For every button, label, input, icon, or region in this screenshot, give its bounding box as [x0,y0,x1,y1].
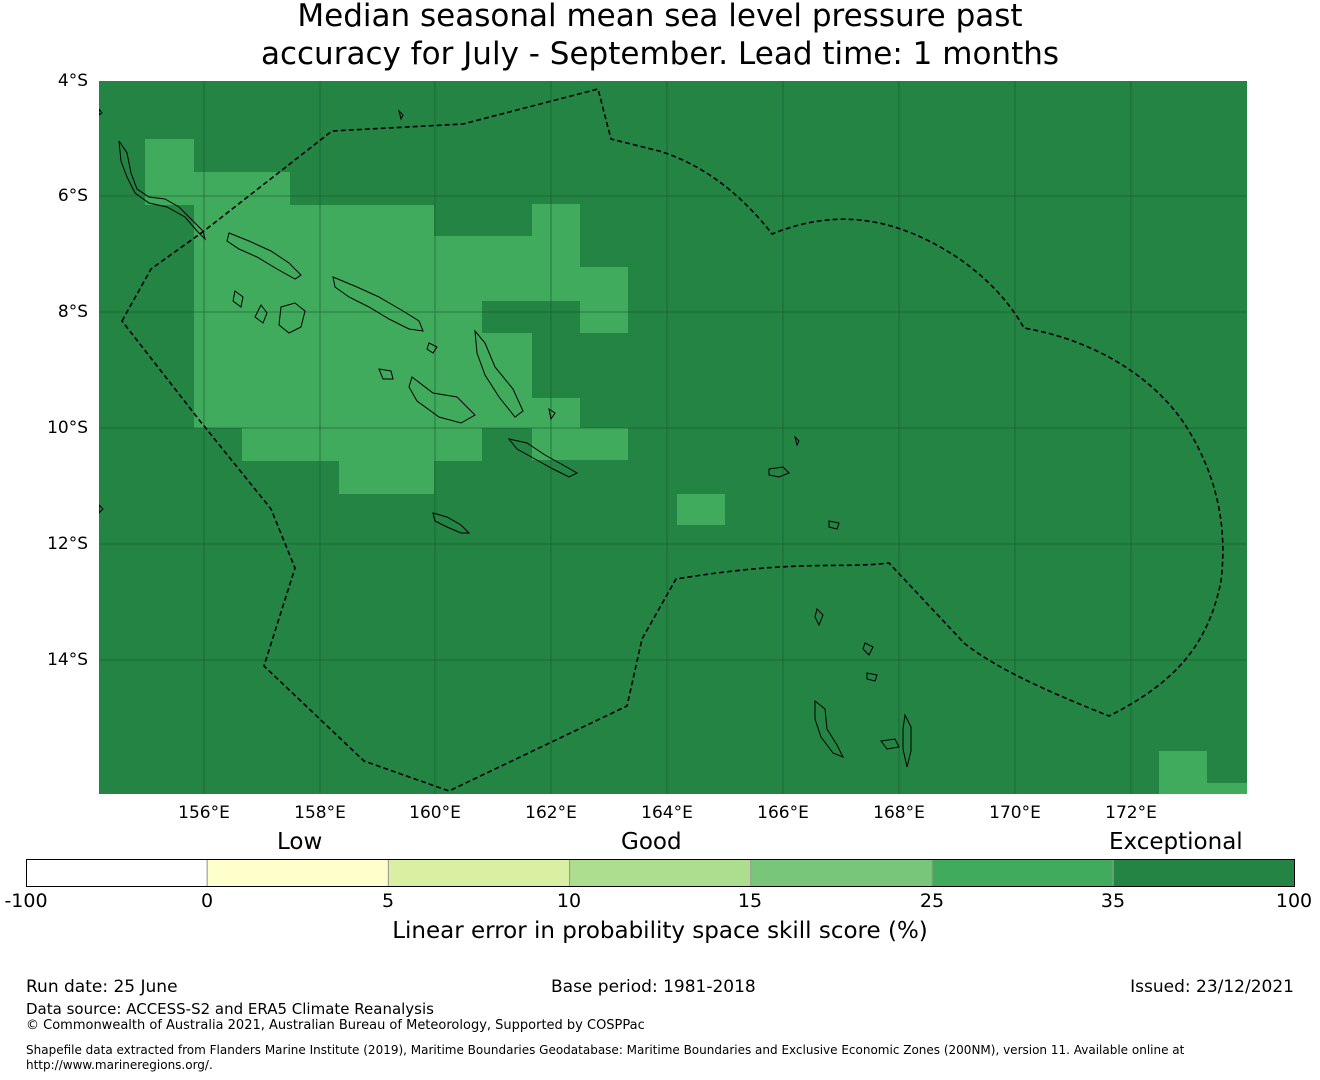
skill-band-25-35 [145,139,1247,794]
colorbar-category-low: Low [277,829,323,855]
colorbar-tick-35: 35 [1100,890,1126,912]
colorbar-bin-5-10 [387,859,571,887]
lon-label-160e: 160°E [409,803,461,823]
coastlines [99,108,912,768]
makira-coast [507,438,579,478]
colorbar-category-good: Good [621,829,682,855]
run-date: Run date: 25 June [26,977,178,997]
north-coast-island-2 [99,108,103,116]
colorbar-bin-25-35 [931,859,1114,887]
colorbar [26,859,1295,887]
ambae-coast [866,672,878,682]
new-georgia-coast [278,302,306,334]
small-island-2 [794,435,800,447]
chart-title-line-1: Median seasonal mean sea level pressure … [297,0,1023,34]
colorbar-tick-25: 25 [919,890,945,912]
espiritu-santo-coast [814,699,845,758]
lat-label-8s: 8°S [57,302,88,322]
isabel-coast [332,276,424,332]
lat-label-14s: 14°S [47,650,88,670]
colorbar-tick-10: 10 [556,890,582,912]
copyright-notice: © Commonwealth of Australia 2021, Austra… [26,1018,645,1033]
lon-label-158e: 158°E [294,803,346,823]
rennell-coast [432,512,471,534]
santa-cruz-coast [768,466,790,478]
graticule [99,81,1247,794]
lat-label-4s: 4°S [57,71,88,91]
base-period: Base period: 1981-2018 [551,977,756,997]
lon-label-168e: 168°E [873,803,925,823]
colorbar-bin-neg100-0 [26,859,208,887]
guadalcanal-coast [408,376,476,424]
lon-label-164e: 164°E [641,803,693,823]
maewo-coast [902,713,912,768]
west-coast-island [99,504,104,514]
colorbar-category-exceptional: Exceptional [1109,829,1243,855]
rendova-coast [254,304,268,324]
colorbar-tick-5: 5 [381,890,395,912]
colorbar-bin-10-15 [569,859,752,887]
florida-islands-coast [378,368,394,380]
colorbar-bin-15-25 [750,859,933,887]
lat-label-10s: 10°S [47,418,88,438]
colorbar-bin-35-100 [1112,859,1295,887]
russell-islands-coast [426,342,438,354]
colorbar-tick-neg100: -100 [4,890,48,912]
lon-label-172e: 172°E [1105,803,1157,823]
shapefile-credit: Shapefile data extracted from Flanders M… [26,1043,1185,1072]
eez-boundary [121,88,1224,792]
banks-coast [862,642,874,656]
data-source: Data source: ACCESS-S2 and ERA5 Climate … [26,1000,434,1018]
lon-label-166e: 166°E [757,803,809,823]
choiseul-coast [226,232,302,280]
vanikoro-coast [828,520,840,530]
torres-coast [814,608,824,627]
north-coast-island-1 [398,109,404,121]
vella-lavella-coast [232,290,244,308]
colorbar-tick-0: 0 [200,890,214,912]
malekula-coast [880,738,900,750]
colorbar-tick-100: 100 [1275,890,1313,912]
lon-label-170e: 170°E [989,803,1041,823]
small-island-1 [548,407,556,421]
lon-label-162e: 162°E [525,803,577,823]
lon-label-156e: 156°E [178,803,230,823]
colorbar-bin-0-5 [206,859,389,887]
colorbar-frame [26,859,1295,887]
malaita-coast [474,329,524,418]
colorbar-tick-15: 15 [737,890,763,912]
colorbar-label: Linear error in probability space skill … [392,918,928,944]
chart-title-line-2: accuracy for July - September. Lead time… [260,36,1060,72]
lat-label-6s: 6°S [57,186,88,206]
issued-date: Issued: 23/12/2021 [1130,977,1294,997]
bougainville-coast [118,140,206,241]
lat-label-12s: 12°S [47,534,88,554]
skill-score-map [99,81,1247,794]
